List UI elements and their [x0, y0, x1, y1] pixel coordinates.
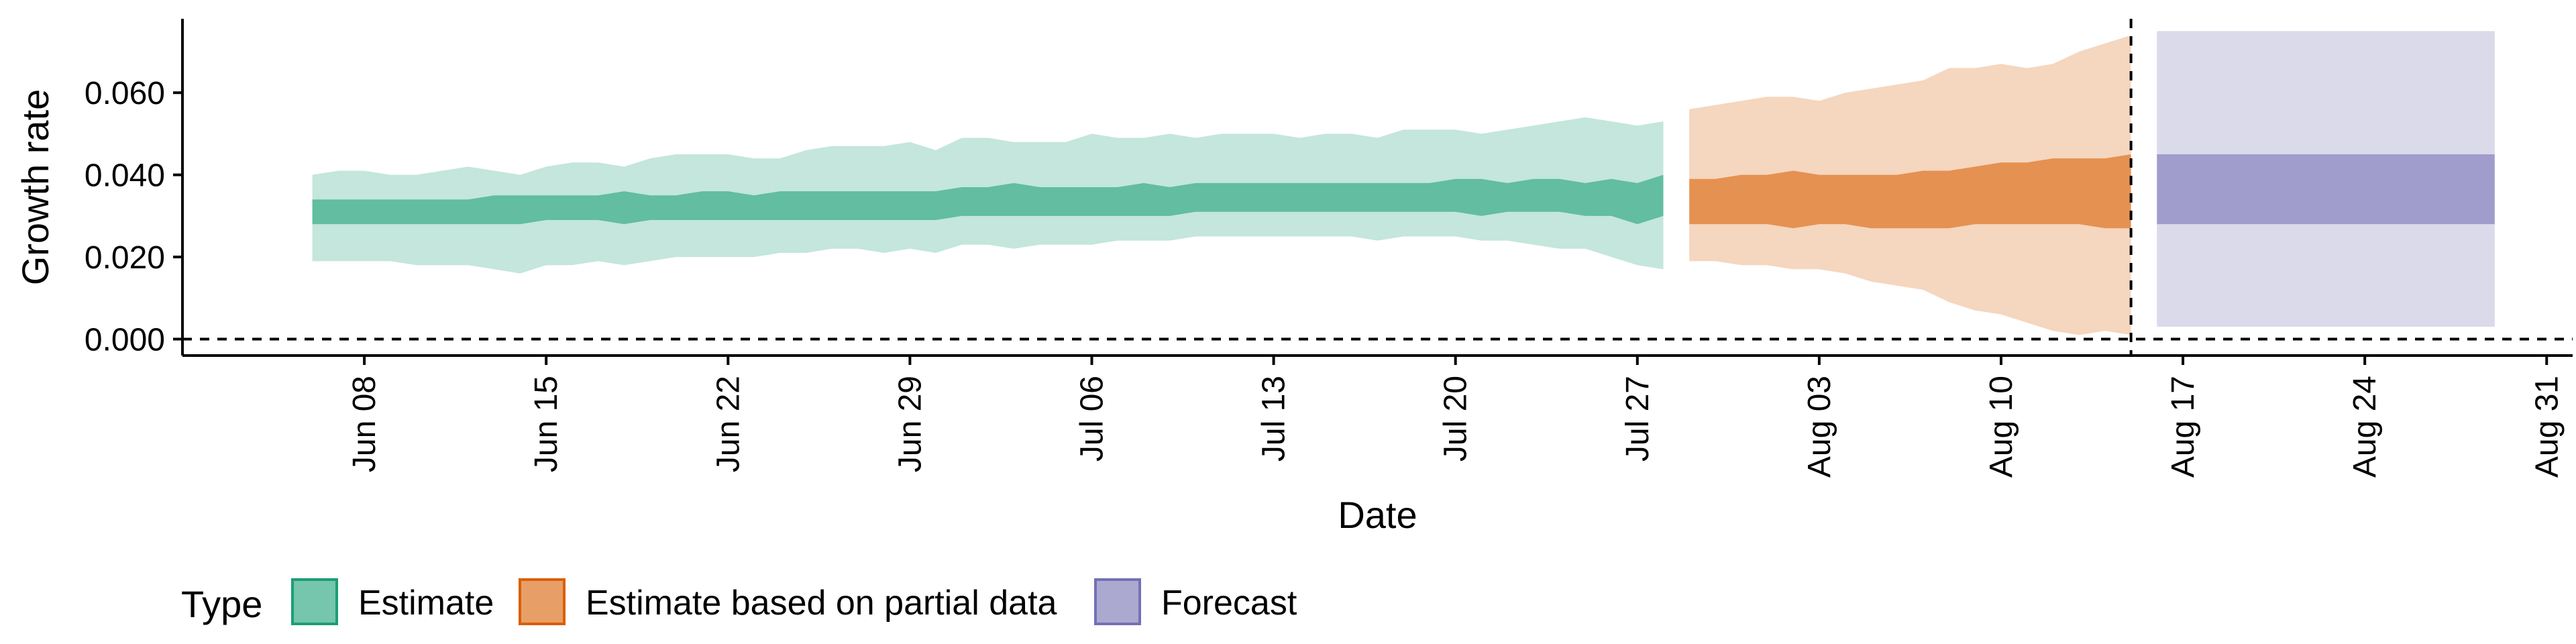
reference-line-layer — [182, 19, 2573, 356]
legend-key-forecast — [1094, 578, 1141, 625]
x-tick-label: Jul 13 — [1256, 376, 1292, 462]
x-tick-label: Jul 06 — [1074, 376, 1110, 462]
legend-label-estimate-based-on-partial-data: Estimate based on partial data — [586, 584, 1057, 623]
estimate-based-on-partial-data-inner-band — [1689, 154, 2131, 229]
x-tick-label: Aug 03 — [1802, 376, 1837, 478]
x-tick-label: Aug 31 — [2529, 376, 2565, 478]
axes-layer — [181, 19, 2573, 357]
legend-key-estimate-based-on-partial-data — [519, 578, 566, 625]
x-tick-label: Jun 22 — [710, 376, 746, 472]
x-tick-label: Jun 29 — [892, 376, 928, 472]
y-axis-title: Growth rate — [14, 89, 56, 286]
legend-label-estimate: Estimate — [358, 584, 494, 623]
x-tick-label: Jun 15 — [529, 376, 564, 472]
x-tick-label: Jul 27 — [1620, 376, 1656, 462]
y-tick-label: 0.060 — [85, 76, 165, 111]
y-axis-ticks: 0.000 0.020 0.040 0.060 — [85, 76, 182, 358]
y-tick-label: 0.000 — [85, 323, 165, 358]
y-tick-label: 0.040 — [85, 158, 165, 194]
estimate-inner-band — [312, 174, 1664, 225]
legend: Type Estimate Estimate based on partial d… — [181, 578, 1297, 625]
legend-title: Type — [181, 583, 262, 625]
x-tick-label: Jun 08 — [347, 376, 382, 472]
x-axis-ticks: Jun 08 Jun 15 Jun 22 Jun 29 Jul 06 Jul 13 Jul … — [347, 356, 2565, 478]
x-tick-label: Aug 17 — [2165, 376, 2201, 478]
ribbon-layer — [312, 31, 2495, 335]
legend-label-forecast: Forecast — [1161, 584, 1297, 623]
x-tick-label: Jul 20 — [1438, 376, 1474, 462]
legend-key-estimate — [291, 578, 338, 625]
x-axis-title: Date — [1338, 494, 1417, 536]
y-tick-label: 0.020 — [85, 240, 165, 276]
forecast-inner-band — [2157, 154, 2495, 225]
x-tick-label: Aug 24 — [2347, 376, 2383, 478]
x-tick-label: Aug 10 — [1984, 376, 2019, 478]
